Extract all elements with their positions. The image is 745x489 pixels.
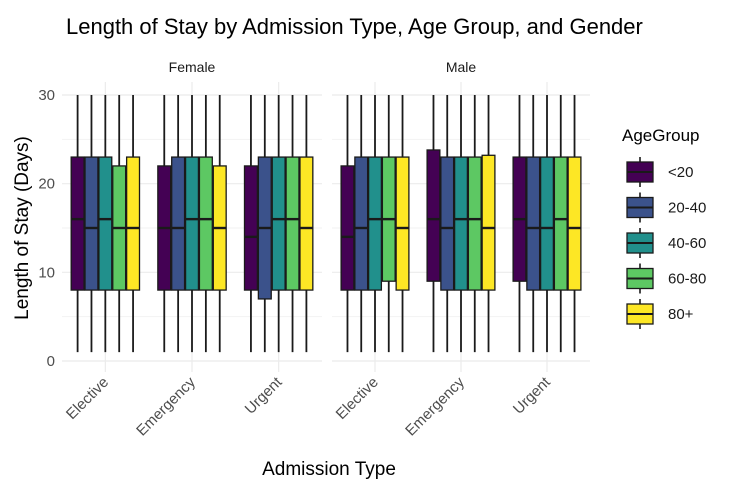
box-40-60 [271, 95, 286, 353]
box-group-elective [340, 95, 410, 353]
box-body [243, 165, 259, 291]
y-axis: 0 10 20 30 [38, 87, 55, 370]
y-tick-label: 20 [38, 176, 55, 193]
box-20-40 [440, 95, 455, 353]
box-40-60 [539, 95, 555, 353]
facet-panel-female: Female Elective Emergency Urgent [62, 59, 322, 439]
box-20-40 [84, 95, 99, 353]
legend-label: 40-60 [668, 235, 706, 252]
facet-label: Female [169, 59, 216, 75]
legend: AgeGroup <20 20-40 40-60 60-80 80+ [622, 126, 706, 329]
box-body [440, 156, 455, 291]
box-body [198, 156, 213, 291]
facet-label: Male [446, 59, 477, 75]
x-tick-label: Urgent [242, 373, 286, 417]
box-80 [395, 95, 410, 353]
box-20-40 [526, 95, 541, 353]
box-body [354, 156, 369, 291]
box-60-80 [381, 95, 396, 353]
facet-panels: Female Elective Emergency Urgent Male Electiv… [62, 59, 590, 439]
legend-label: 80+ [668, 306, 694, 323]
box-20 [243, 95, 259, 353]
legend-label: 60-80 [668, 271, 706, 288]
box-body [426, 149, 441, 282]
box-body [467, 156, 482, 291]
box-body [539, 156, 555, 291]
chart-title: Length of Stay by Admission Type, Age Gr… [66, 14, 643, 39]
box-60-80 [112, 95, 127, 353]
legend-item-5: 80+ [626, 299, 694, 329]
y-tick-label: 10 [38, 264, 55, 281]
box-20-40 [257, 95, 272, 353]
box-20 [70, 95, 85, 353]
box-body [70, 156, 85, 291]
box-group-urgent [243, 95, 314, 353]
box-body [453, 156, 469, 291]
facet-panel-male: Male Elective Emergency Urgent [332, 59, 590, 439]
box-20-40 [354, 95, 369, 353]
box-body [395, 156, 410, 291]
box-40-60 [367, 95, 383, 353]
box-group-elective [70, 95, 141, 353]
box-group-emergency [426, 95, 496, 353]
legend-item-1: <20 [626, 157, 693, 187]
box-group-urgent [512, 95, 582, 353]
box-80 [212, 95, 227, 353]
box-40-60 [98, 95, 113, 353]
legend-title: AgeGroup [622, 126, 700, 145]
box-body [367, 156, 383, 291]
box-20 [157, 95, 172, 353]
y-tick-label: 30 [38, 87, 55, 104]
box-20 [512, 95, 527, 353]
box-80 [299, 95, 314, 353]
x-tick-label: Emergency [402, 373, 468, 439]
legend-label: <20 [668, 164, 693, 181]
box-60-80 [285, 95, 300, 353]
box-60-80 [467, 95, 482, 353]
box-40-60 [184, 95, 200, 353]
box-body [271, 156, 286, 291]
x-tick-label: Emergency [133, 373, 199, 439]
y-axis-title: Length of Stay (Days) [12, 136, 33, 320]
box-body [171, 156, 186, 291]
box-60-80 [553, 95, 568, 353]
box-80 [481, 95, 496, 353]
box-40-60 [453, 95, 469, 353]
box-body [285, 156, 300, 291]
box-body [84, 156, 99, 291]
box-60-80 [198, 95, 213, 353]
box-body [299, 156, 314, 291]
x-tick-label: Urgent [510, 373, 554, 417]
box-20 [340, 95, 355, 353]
y-tick-label: 0 [47, 353, 55, 370]
box-20-40 [171, 95, 186, 353]
legend-label: 20-40 [668, 200, 706, 217]
x-tick-label: Elective [63, 374, 112, 423]
box-body [98, 156, 113, 291]
box-group-emergency [157, 95, 227, 353]
box-body [553, 156, 568, 291]
box-body [526, 156, 541, 291]
box-80 [567, 95, 582, 353]
box-body [567, 156, 582, 291]
x-tick-label: Elective [333, 374, 382, 423]
box-body [340, 165, 355, 291]
legend-item-4: 60-80 [626, 263, 706, 294]
box-20 [426, 95, 441, 353]
box-body [481, 154, 496, 291]
box-body [184, 156, 200, 291]
box-80 [125, 95, 141, 353]
box-body [125, 156, 141, 291]
x-axis-title: Admission Type [262, 459, 396, 480]
legend-item-2: 20-40 [626, 192, 706, 223]
legend-item-3: 40-60 [626, 228, 706, 258]
